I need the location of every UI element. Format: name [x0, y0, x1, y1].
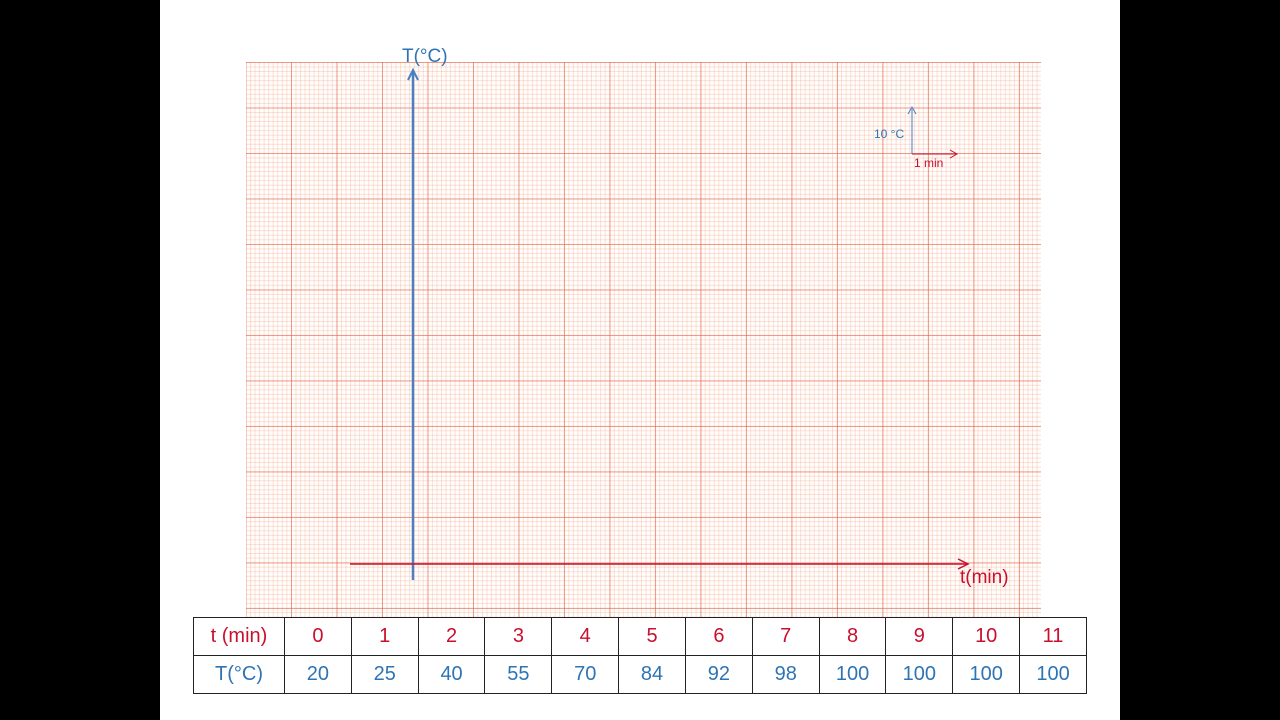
- scale-horizontal-label: 1 min: [914, 156, 943, 170]
- T-value: 70: [551, 655, 620, 694]
- table-row-time: t (min) 0 1 2 3 4 5 6 7 8 9 10 11: [193, 617, 1087, 656]
- T-value: 20: [284, 655, 352, 694]
- T-value: 84: [618, 655, 686, 694]
- T-value: 100: [952, 655, 1021, 694]
- y-axis-arrow: [407, 67, 419, 81]
- t-value: 10: [952, 617, 1021, 656]
- T-value: 92: [684, 655, 753, 694]
- t-value: 4: [551, 617, 620, 656]
- x-axis-arrow: [957, 558, 970, 570]
- scale-horizontal-arrow: [949, 149, 959, 159]
- t-value: 5: [618, 617, 686, 656]
- t-value: 6: [684, 617, 753, 656]
- t-value: 11: [1019, 617, 1087, 656]
- scale-vertical-label: 10 °C: [874, 127, 904, 141]
- T-value: 25: [350, 655, 419, 694]
- T-value: 100: [1019, 655, 1087, 694]
- t-value: 1: [350, 617, 419, 656]
- table-row-temperature: T(°C) 20 25 40 55 70 84 92 98 100 100 10…: [193, 655, 1087, 694]
- row-label-temperature: T(°C): [193, 655, 285, 694]
- row-label-time: t (min): [193, 617, 285, 656]
- t-value: 2: [417, 617, 486, 656]
- T-value: 55: [484, 655, 553, 694]
- T-value: 98: [751, 655, 820, 694]
- T-value: 40: [417, 655, 486, 694]
- y-axis-label: T(°C): [402, 46, 448, 67]
- t-value: 3: [484, 617, 553, 656]
- T-value: 100: [885, 655, 954, 694]
- t-value: 7: [751, 617, 820, 656]
- data-table: t (min) 0 1 2 3 4 5 6 7 8 9 10 11 T(°C) …: [193, 617, 1087, 694]
- t-value: 0: [284, 617, 352, 656]
- t-value: 9: [885, 617, 954, 656]
- T-value: 100: [818, 655, 887, 694]
- scale-vertical-arrow: [907, 105, 917, 115]
- x-axis-label: t(min): [960, 567, 1009, 588]
- t-value: 8: [818, 617, 887, 656]
